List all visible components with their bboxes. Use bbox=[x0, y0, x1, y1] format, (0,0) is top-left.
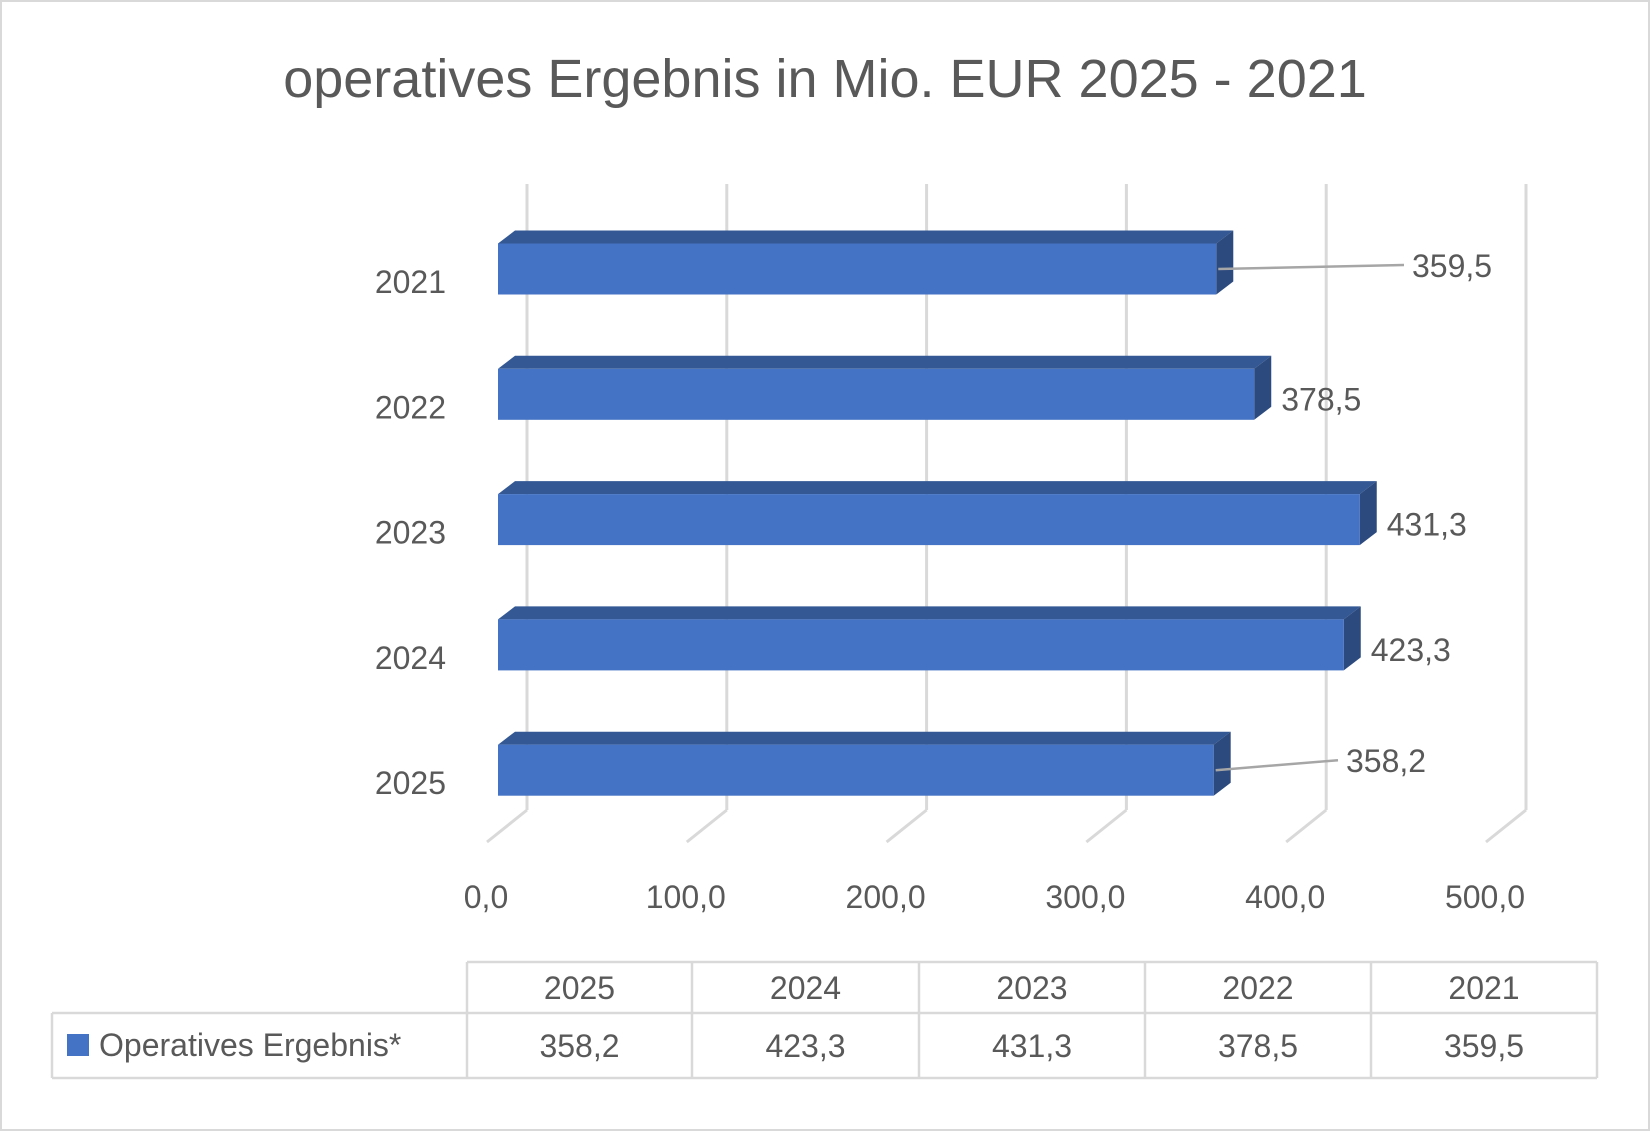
bar-side-face bbox=[1216, 230, 1234, 295]
x-tick-label: 500,0 bbox=[1445, 879, 1525, 915]
data-label: 358,2 bbox=[1346, 743, 1426, 779]
category-label: 2022 bbox=[375, 389, 446, 425]
bar-side-face bbox=[1359, 481, 1377, 546]
table-header: 2023 bbox=[996, 970, 1067, 1006]
table-cell: 423,3 bbox=[765, 1028, 845, 1064]
bar bbox=[498, 731, 1231, 796]
bar-front-face bbox=[498, 744, 1214, 796]
x-tick-label: 400,0 bbox=[1245, 879, 1325, 915]
leader-line bbox=[1218, 263, 1405, 271]
bar-top-face bbox=[498, 230, 1234, 244]
bars bbox=[498, 230, 1377, 796]
bar-top-face bbox=[498, 355, 1272, 369]
bar-side-face bbox=[1213, 731, 1231, 796]
category-labels: 2021 2022 2023 2024 2025 bbox=[375, 264, 446, 801]
bar-side-face bbox=[1254, 355, 1272, 420]
bar-side-face bbox=[1343, 606, 1361, 671]
bar bbox=[498, 606, 1361, 671]
data-label: 431,3 bbox=[1387, 507, 1467, 543]
gridline-floor bbox=[1285, 808, 1328, 844]
table-cell: 359,5 bbox=[1444, 1028, 1524, 1064]
gridline-floor bbox=[1485, 808, 1527, 844]
data-labels: 359,5 378,5 431,3 423,3 358,2 bbox=[1215, 248, 1492, 779]
category-label: 2023 bbox=[375, 515, 446, 551]
x-tick-labels: 0,0 100,0 200,0 300,0 400,0 500,0 bbox=[464, 879, 1525, 915]
bar bbox=[498, 355, 1272, 420]
data-label: 423,3 bbox=[1371, 632, 1451, 668]
legend-key-icon bbox=[67, 1034, 89, 1056]
gridline-floor bbox=[885, 808, 928, 844]
chart-title: operatives Ergebnis in Mio. EUR 2025 - 2… bbox=[283, 49, 1367, 109]
table-cell: 358,2 bbox=[539, 1028, 619, 1064]
table-cell: 431,3 bbox=[992, 1028, 1072, 1064]
bar-top-face bbox=[498, 481, 1377, 495]
category-label: 2024 bbox=[375, 640, 446, 676]
bar bbox=[498, 230, 1234, 295]
bar-top-face bbox=[498, 731, 1231, 745]
bar-top-face bbox=[498, 606, 1361, 620]
bar-front-face bbox=[498, 243, 1217, 295]
table-header: 2021 bbox=[1448, 970, 1519, 1006]
category-label: 2025 bbox=[375, 765, 446, 801]
bar-front-face bbox=[498, 494, 1360, 546]
data-label: 359,5 bbox=[1412, 248, 1492, 284]
x-tick-label: 0,0 bbox=[464, 879, 508, 915]
bar-front-face bbox=[498, 619, 1344, 671]
table-row-label: Operatives Ergebnis* bbox=[99, 1027, 401, 1063]
data-label: 378,5 bbox=[1281, 381, 1361, 417]
gridline-floor bbox=[685, 808, 728, 844]
data-table: 2025 358,2 2024 423,3 2023 431,3 2022 378,5 2021… bbox=[50, 960, 1599, 1080]
table-header: 2025 bbox=[544, 970, 615, 1006]
x-tick-label: 300,0 bbox=[1045, 879, 1125, 915]
bar bbox=[498, 481, 1377, 546]
table-header: 2024 bbox=[770, 970, 841, 1006]
leader-line bbox=[1215, 758, 1339, 772]
gridline-floor bbox=[1085, 808, 1128, 844]
x-tick-label: 100,0 bbox=[646, 879, 726, 915]
table-cell: 378,5 bbox=[1218, 1028, 1298, 1064]
bar-front-face bbox=[498, 368, 1255, 420]
x-tick-label: 200,0 bbox=[846, 879, 926, 915]
gridline-floor bbox=[486, 808, 528, 844]
table-header: 2022 bbox=[1222, 970, 1293, 1006]
category-label: 2021 bbox=[375, 264, 446, 300]
